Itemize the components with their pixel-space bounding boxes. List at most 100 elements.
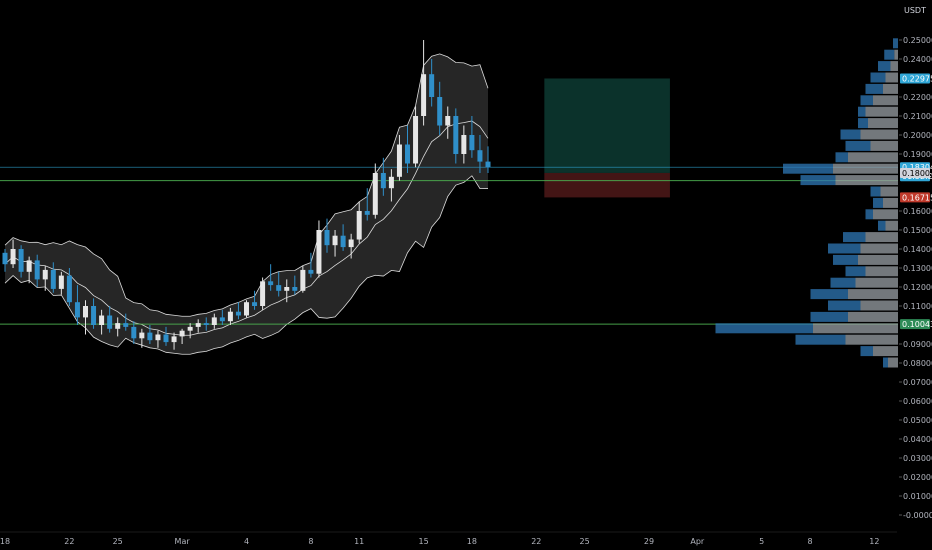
candle-body	[252, 302, 258, 306]
volume-profile-down-bar	[783, 163, 833, 174]
candle-body	[99, 315, 105, 325]
volume-profile-down-bar	[828, 300, 861, 311]
x-axis[interactable]: 18 22 25 Mar 4 8 11 15 18 22 25 29 Apr 5 8 12	[0, 537, 879, 546]
y-axis-tick-label: -0.00000	[903, 511, 932, 520]
candle-body	[364, 211, 370, 215]
candle-body	[461, 135, 467, 154]
candle-body	[437, 97, 443, 126]
position-zones	[544, 78, 670, 198]
price-tag-label: 0.18304	[902, 163, 932, 172]
volume-profile-up-bar	[883, 197, 898, 208]
volume-profile-up-bar	[894, 49, 898, 60]
candle-body	[405, 144, 410, 164]
candle-body	[260, 281, 266, 306]
x-axis-tick-label: Apr	[690, 537, 705, 546]
volume-profile-down-bar	[795, 334, 846, 345]
volume-profile-up-bar	[858, 254, 898, 265]
volume-profile-down-bar	[835, 152, 848, 163]
x-axis-tick-label: 8	[807, 537, 812, 546]
candle-body	[413, 116, 419, 164]
candle-body	[356, 211, 362, 240]
volume-profile-up-bar	[813, 323, 898, 334]
candle-body	[123, 323, 129, 327]
candle-body	[324, 230, 330, 246]
candle-body	[235, 311, 241, 316]
candle-body	[147, 332, 153, 341]
x-axis-tick-label: 18	[467, 537, 477, 546]
volume-profile-up-bar	[848, 311, 898, 322]
candle-body	[292, 287, 298, 291]
candle-body	[107, 315, 113, 329]
candle-body	[276, 285, 282, 291]
candle-body	[477, 150, 483, 162]
volume-profile-up-bar	[860, 129, 898, 140]
volume-profile-up-bar	[848, 289, 898, 300]
candle-body	[58, 275, 64, 289]
candle-body	[429, 74, 435, 97]
candle-body	[74, 302, 80, 318]
volume-profile-down-bar	[833, 254, 858, 265]
candle-body	[469, 135, 475, 151]
price-tag-box	[900, 167, 930, 178]
price-tag-label: 0.18002	[902, 169, 932, 178]
volume-profile-down-bar	[884, 49, 895, 60]
candle-body	[83, 306, 88, 318]
volume-profile-up-bar	[855, 277, 898, 288]
middle-band-line	[4, 120, 489, 336]
candle-body	[18, 249, 24, 272]
candle-body	[131, 326, 137, 339]
candle-body	[453, 116, 459, 154]
candle-body	[50, 269, 56, 289]
currency-unit-label: USDT	[904, 6, 926, 15]
volume-profile	[715, 38, 898, 368]
upper-band-line	[4, 53, 489, 317]
volume-profile-up-bar	[833, 163, 898, 174]
price-tag-box	[900, 192, 930, 203]
x-axis-tick-label: 12	[869, 537, 879, 546]
candle-body	[10, 249, 16, 265]
candle-body	[308, 269, 314, 274]
volume-profile-up-bar	[860, 243, 898, 254]
volume-profile-up-bar	[873, 346, 898, 357]
volume-profile-up-bar	[865, 106, 898, 117]
x-axis-tick-label: 22	[531, 537, 541, 546]
volume-profile-down-bar	[830, 277, 856, 288]
candle-body	[445, 116, 451, 126]
volume-profile-down-bar	[860, 346, 873, 357]
volume-profile-up-bar	[868, 118, 898, 129]
candle-body	[219, 317, 225, 322]
volume-profile-up-bar	[880, 186, 898, 197]
take-profit-zone	[544, 78, 670, 173]
price-tag-box	[900, 73, 930, 84]
volume-profile-down-bar	[843, 232, 866, 243]
volume-profile-down-bar	[883, 357, 888, 368]
volume-profile-down-bar	[800, 175, 836, 186]
volume-profile-up-bar	[860, 300, 898, 311]
candle-body	[163, 334, 169, 343]
candle-body	[396, 144, 402, 177]
volume-profile-down-bar	[893, 38, 898, 49]
candle-body	[139, 332, 145, 339]
candle-body	[380, 173, 386, 189]
volume-profile-down-bar	[810, 289, 848, 300]
volume-profile-up-bar	[885, 220, 898, 231]
candle-body	[485, 161, 491, 168]
volume-profile-up-bar	[873, 95, 898, 106]
candle-body	[316, 230, 322, 274]
candle-body	[115, 323, 121, 329]
candle-body	[227, 311, 233, 322]
x-axis-tick-label: 11	[354, 537, 364, 546]
volume-profile-down-bar	[860, 95, 873, 106]
